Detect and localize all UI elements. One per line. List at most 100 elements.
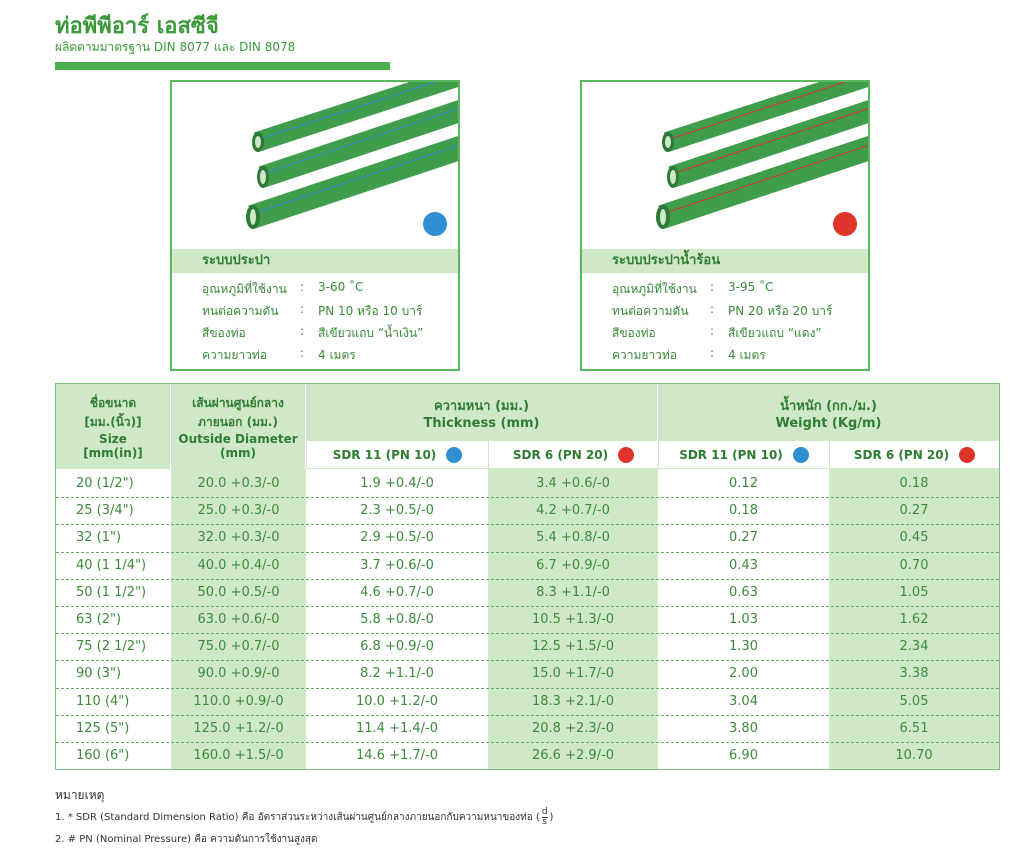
table-cell: 125 (5") [76, 720, 130, 736]
spec-value: PN 10 หรือ 10 บาร์ [318, 304, 423, 318]
dot [959, 446, 976, 463]
spec-label: ทนต่อความดัน [202, 304, 279, 318]
header-line: Thickness (mm) [423, 415, 540, 431]
table-cell: 5.4 +0.8/-0 [536, 530, 610, 546]
card: ระบบประปาน้ำร้อน อุณหภูมิที่ใช้งาน:3-95 ˚… [580, 80, 870, 371]
spec-value: 3-95 ˚C [728, 280, 774, 294]
spec-value: สีเขียวแถบ “น้ำเงิน” [318, 326, 424, 340]
table-cell: 10.5 +1.3/-0 [532, 612, 614, 628]
spec-separator: : [300, 324, 305, 338]
table-cell: 0.18 [899, 476, 929, 492]
table-cell: 14.6 +1.7/-0 [356, 748, 438, 764]
table-cell: 40.0 +0.4/-0 [197, 557, 280, 573]
header-cell: เส้นผ่านศูนย์กลาง ภายนอก (มม.) Outside Dia… [171, 384, 306, 469]
table-cell: 0.27 [899, 503, 929, 519]
table-cell: 125.0 +1.2/-0 [193, 720, 284, 736]
spec-separator: : [710, 324, 715, 338]
column-bg [829, 469, 999, 769]
table-cell: 5.8 +0.8/-0 [360, 612, 434, 628]
table-cell: 10.70 [895, 748, 933, 764]
note: 2. # PN (Nominal Pressure) คือ ความดันกา… [55, 834, 318, 845]
row-separator [56, 633, 999, 635]
table-cell: 160 (6") [76, 748, 130, 764]
header-line: ความหนา (มม.) [433, 398, 530, 414]
table-cell: 75.0 +0.7/-0 [197, 639, 280, 655]
sub-header-cell: SDR 11 (PN 10) [306, 441, 488, 469]
spec-separator: : [710, 302, 715, 316]
note-text: 1. * SDR (Standard Dimension Ratio) คือ … [55, 812, 540, 823]
row-separator [56, 524, 999, 526]
table-cell: 63 (2") [76, 612, 122, 628]
spec-label: ความยาวท่อ [202, 348, 268, 362]
note-text: ) [549, 812, 554, 823]
table-cell: 3.7 +0.6/-0 [360, 557, 434, 573]
table-cell: 2.00 [729, 666, 758, 682]
title: ท่อพีพีอาร์ เอสซีจี [55, 14, 219, 39]
row-separator [56, 578, 999, 580]
spec-label: สีของท่อ [612, 326, 656, 340]
table-cell: 10.0 +1.2/-0 [356, 693, 438, 709]
table-cell: 20.0 +0.3/-0 [197, 476, 280, 492]
numerator: d [541, 807, 548, 818]
dot [618, 446, 635, 463]
spec-value: PN 20 หรือ 20 บาร์ [728, 304, 833, 318]
spec-label: ทนต่อความดัน [612, 304, 689, 318]
sub-header-label: SDR 6 (PN 20) [512, 447, 609, 462]
table-cell: 1.30 [729, 639, 758, 655]
spec-value: 3-60 ˚C [318, 280, 364, 294]
table-cell: 6.8 +0.9/-0 [360, 639, 434, 655]
spec-label: ความยาวท่อ [612, 348, 678, 362]
spec-value: 4 เมตร [728, 348, 766, 362]
header-cell: น้ำหนัก (กก./ม.) Weight (Kg/m) [658, 384, 999, 441]
table-cell: 110 (4") [76, 693, 130, 709]
table-cell: 32.0 +0.3/-0 [197, 530, 280, 546]
subtitle: ผลิตตามมาตรฐาน DIN 8077 และ DIN 8078 [55, 40, 296, 54]
table-cell: 15.0 +1.7/-0 [532, 666, 614, 682]
card: ระบบประปา อุณหภูมิที่ใช้งาน:3-60 ˚C ทนต่อค… [170, 80, 460, 371]
column-bg [488, 469, 658, 769]
table-cell: 25.0 +0.3/-0 [197, 503, 280, 519]
pipes-image [656, 82, 868, 236]
header-line: ภายนอก (มม.) [198, 414, 278, 429]
table-cell: 0.18 [729, 503, 758, 519]
table-cell: 0.27 [729, 530, 758, 546]
pipes-image [246, 82, 458, 236]
table-cell: 1.05 [899, 584, 929, 600]
table-cell: 26.6 +2.9/-0 [532, 748, 614, 764]
table-cell: 6.7 +0.9/-0 [536, 557, 610, 573]
table-cell: 20 (1/2") [76, 476, 134, 492]
notes-title: หมายเหตุ [55, 788, 105, 802]
table-cell: 3.4 +0.6/-0 [536, 476, 610, 492]
spec-separator: : [300, 302, 305, 316]
header-line: [mm(in)] [83, 445, 143, 460]
title-bar [55, 62, 390, 70]
spec-label: สีของท่อ [202, 326, 246, 340]
table-cell: 0.63 [729, 584, 758, 600]
table-cell: 75 (2 1/2") [76, 639, 147, 655]
sub-header-cell: SDR 11 (PN 10) [658, 441, 829, 469]
table-cell: 50 (1 1/2") [76, 584, 147, 600]
header-line: เส้นผ่านศูนย์กลาง [192, 395, 284, 410]
header-line: น้ำหนัก (กก./ม.) [780, 398, 877, 414]
sub-header-label: SDR 11 (PN 10) [679, 447, 783, 462]
table-cell: 4.2 +0.7/-0 [536, 503, 610, 519]
dot [792, 446, 809, 463]
denominator: s [542, 817, 548, 827]
table-cell: 6.90 [729, 748, 758, 764]
spec-separator: : [710, 346, 715, 360]
table-cell: 4.6 +0.7/-0 [360, 584, 434, 600]
table-cell: 2.34 [899, 639, 929, 655]
row-separator [56, 687, 999, 689]
card-title: ระบบประปาน้ำร้อน [582, 249, 868, 273]
fraction: d s [541, 807, 548, 827]
row-separator [56, 497, 999, 499]
table-cell: 90 (3") [76, 666, 122, 682]
table-cell: 8.2 +1.1/-0 [360, 666, 434, 682]
table-cell: 5.05 [899, 693, 929, 709]
table-cell: 11.4 +1.4/-0 [356, 720, 438, 736]
header-line: Size [99, 431, 127, 446]
table-cell: 0.43 [729, 557, 758, 573]
table-cell: 40 (1 1/4") [76, 557, 147, 573]
table-cell: 1.9 +0.4/-0 [360, 476, 434, 492]
